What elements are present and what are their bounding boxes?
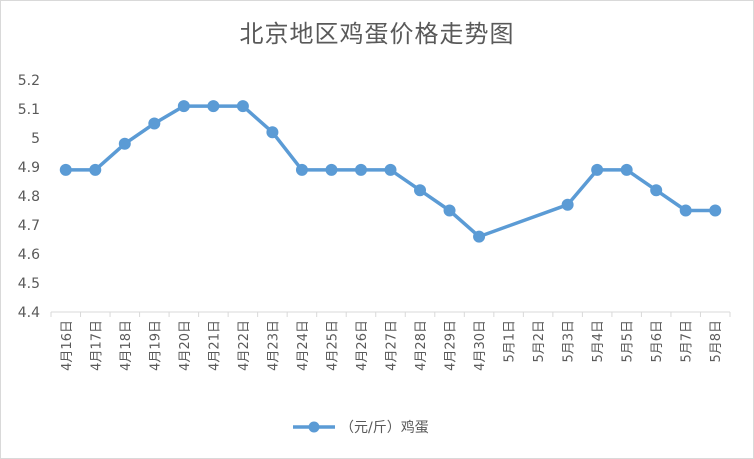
y-tick-label: 4.7	[18, 218, 40, 234]
y-tick-label: 4.9	[18, 160, 40, 176]
data-point	[414, 184, 427, 197]
y-tick-label: 5.2	[18, 73, 40, 89]
data-point	[207, 100, 220, 113]
y-tick-label: 4.6	[18, 247, 40, 263]
x-tick-label: 4月24日	[296, 320, 311, 371]
data-point	[709, 204, 722, 217]
data-point	[118, 137, 131, 150]
y-tick-label: 5.1	[18, 102, 40, 118]
data-point	[650, 184, 663, 197]
data-point	[325, 163, 338, 176]
x-tick-label: 4月21日	[207, 320, 222, 371]
series-layer	[59, 100, 722, 243]
data-point	[679, 204, 692, 217]
x-tick-label: 5月4日	[591, 320, 606, 363]
axes: 4.4 4.5 4.6 4.7 4.8 4.9 5 5.1 5.2 4月16日 4月17日 4月18日…	[18, 73, 731, 371]
data-point	[266, 126, 279, 139]
x-tick-label: 4月22日	[237, 320, 252, 371]
x-tick-label: 4月19日	[148, 320, 163, 371]
legend-label: （元/斤）鸡蛋	[340, 419, 429, 436]
x-tick-label: 5月2日	[532, 320, 547, 363]
data-point	[473, 230, 486, 243]
x-tick-label: 4月23日	[266, 320, 281, 371]
data-point	[89, 163, 102, 176]
x-tick-label: 5月1日	[503, 320, 518, 363]
x-tick-label: 4月27日	[385, 320, 400, 371]
data-point	[354, 163, 367, 176]
x-tick-label: 5月8日	[709, 320, 724, 363]
y-tick-label: 4.8	[18, 189, 40, 205]
chart-title: 北京地区鸡蛋价格走势图	[239, 20, 515, 48]
x-tick-label: 4月29日	[444, 320, 459, 371]
data-point	[384, 163, 397, 176]
x-tick-label: 5月5日	[621, 320, 636, 363]
y-tick-label: 4.4	[18, 305, 40, 321]
data-point	[295, 163, 308, 176]
y-tick-label: 5	[31, 131, 40, 147]
legend-marker	[308, 421, 320, 433]
x-tick-label: 4月26日	[355, 320, 370, 371]
x-tick-label: 5月7日	[680, 320, 695, 363]
data-point	[59, 163, 72, 176]
data-point	[620, 163, 633, 176]
x-tick-label: 4月16日	[60, 320, 75, 371]
x-tick-label: 4月30日	[473, 320, 488, 371]
x-tick-label: 4月18日	[119, 320, 134, 371]
x-tick-label: 5月3日	[562, 320, 577, 363]
x-tick-label: 4月17日	[89, 320, 104, 371]
legend: （元/斤）鸡蛋	[293, 419, 429, 436]
x-tick-label: 4月28日	[414, 320, 429, 371]
data-point	[148, 117, 161, 130]
data-point	[177, 100, 190, 113]
x-tick-label: 4月25日	[325, 320, 340, 371]
y-tick-label: 4.5	[18, 276, 40, 292]
data-point	[236, 100, 249, 113]
data-point	[591, 163, 604, 176]
data-point	[443, 204, 456, 217]
x-tick-label: 5月6日	[650, 320, 665, 363]
data-point	[561, 198, 574, 211]
x-tick-label: 4月20日	[178, 320, 193, 371]
